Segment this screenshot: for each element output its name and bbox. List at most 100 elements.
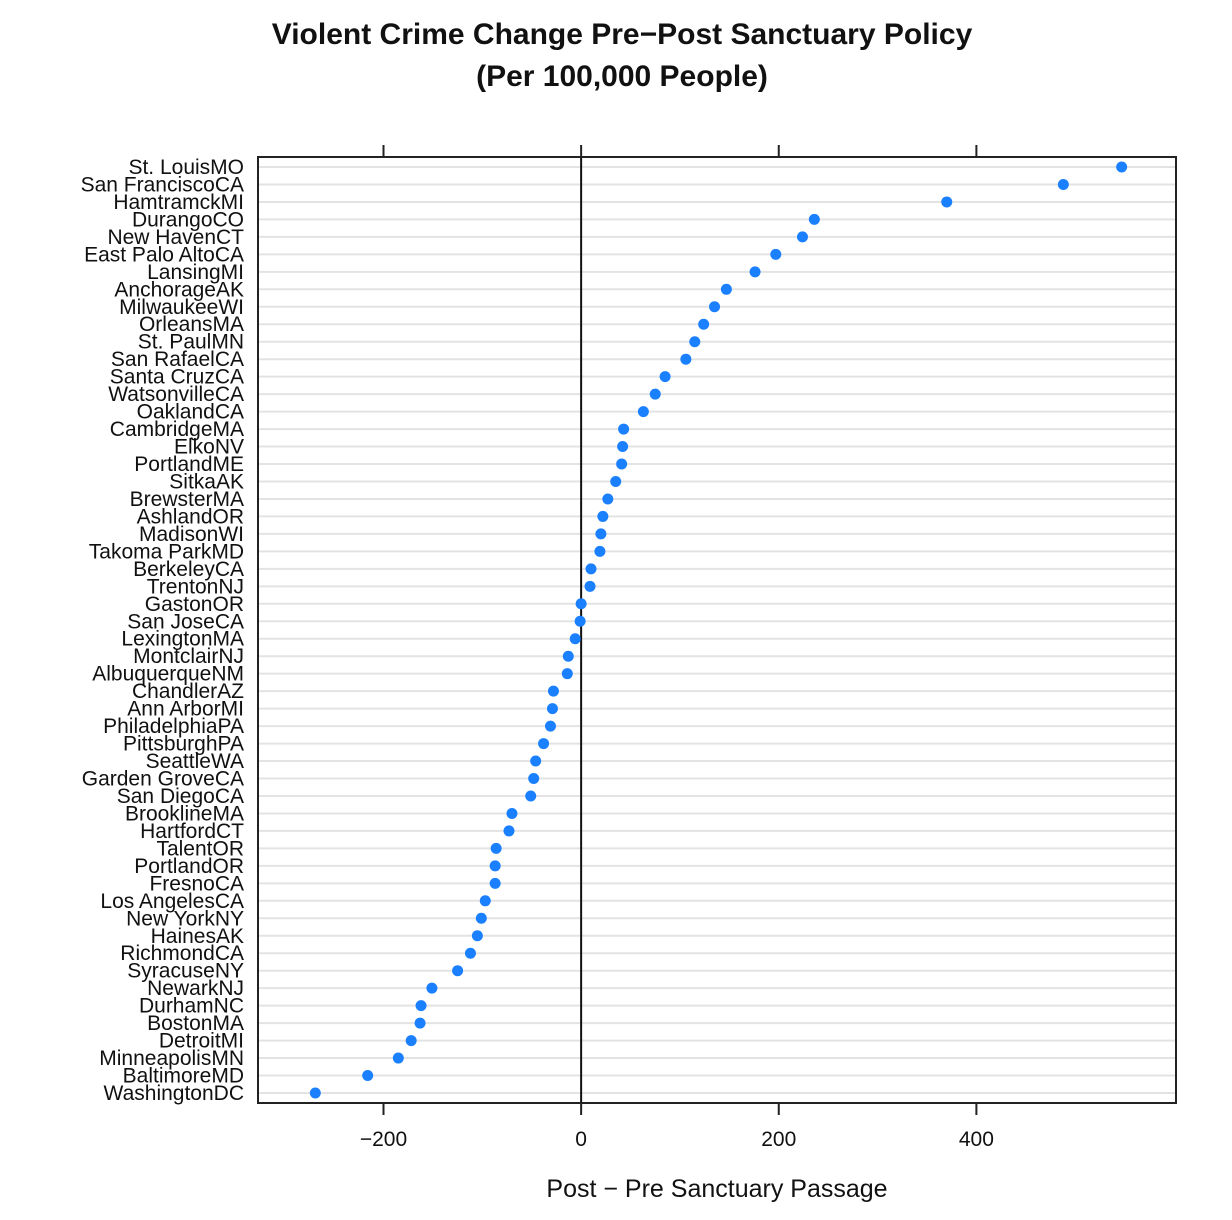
category-label: ChandlerAZ (132, 680, 244, 703)
data-point (616, 458, 628, 470)
category-label: HartfordCT (140, 820, 244, 843)
category-label: NewarkNJ (147, 977, 244, 1000)
category-label: LansingMI (147, 261, 244, 284)
data-point (709, 301, 721, 313)
data-point (720, 283, 732, 295)
category-label: St. PaulMN (138, 331, 244, 354)
category-label: OrleansMA (139, 313, 244, 336)
category-label: SeattleWA (146, 750, 244, 773)
data-point (770, 248, 782, 260)
category-label: OaklandCA (137, 401, 244, 424)
category-label: HainesAK (151, 925, 244, 948)
category-label: CambridgeMA (110, 418, 244, 441)
category-label: St. LouisMO (128, 156, 244, 179)
category-label: PhiladelphiaPA (103, 715, 244, 738)
category-label: WashingtonDC (104, 1082, 244, 1105)
category-label: DurangoCO (132, 208, 244, 231)
data-point (569, 633, 581, 645)
data-point (506, 807, 518, 819)
category-label: PortlandOR (134, 855, 244, 878)
data-point (698, 318, 710, 330)
category-label: AlbuquerqueNM (92, 663, 244, 686)
data-point (1057, 178, 1069, 190)
data-point (490, 842, 502, 854)
category-label: BostonMA (147, 1012, 244, 1035)
data-point (547, 685, 559, 697)
data-point (585, 563, 597, 575)
x-tick-label: 200 (761, 1128, 796, 1151)
category-label: RichmondCA (120, 942, 244, 965)
data-point (309, 1087, 321, 1099)
category-label: San DiegoCA (117, 785, 244, 808)
data-point (597, 510, 609, 522)
data-point (538, 738, 550, 750)
data-point (392, 1052, 404, 1064)
category-label: San JoseCA (127, 610, 244, 633)
data-point (362, 1070, 374, 1082)
x-tick-label: 0 (575, 1128, 587, 1151)
data-point (610, 475, 622, 487)
chart-subtitle: (Per 100,000 People) (476, 60, 768, 93)
category-label: FresnoCA (149, 872, 244, 895)
category-label: MontclairNJ (133, 645, 244, 668)
data-point (464, 947, 476, 959)
data-point (584, 580, 596, 592)
data-point (561, 668, 573, 680)
data-point (405, 1035, 417, 1047)
category-label: MinneapolisMN (99, 1047, 244, 1070)
category-label: PittsburghPA (123, 733, 244, 756)
category-label: BerkeleyCA (133, 558, 244, 581)
data-point (637, 406, 649, 418)
category-label: Takoma ParkMD (89, 540, 244, 563)
category-label: BrooklineMA (125, 802, 244, 825)
data-point (415, 1000, 427, 1012)
data-point (426, 982, 438, 994)
category-label: BaltimoreMD (123, 1065, 244, 1088)
data-point (595, 528, 607, 540)
category-label: ElkoNV (174, 436, 244, 459)
data-point (808, 213, 820, 225)
data-point (618, 423, 630, 435)
category-label: PortlandME (134, 453, 244, 476)
category-label: DetroitMI (159, 1030, 244, 1053)
category-label: San FranciscoCA (81, 173, 244, 196)
x-tick-label: −200 (360, 1128, 407, 1151)
x-axis-label: Post − Pre Sanctuary Passage (546, 1175, 887, 1203)
data-point (489, 860, 501, 872)
category-label: MadisonWI (139, 523, 244, 546)
category-label: New HavenCT (107, 226, 244, 249)
data-point (475, 912, 487, 924)
plot-frame (257, 156, 1177, 1104)
category-label: DurhamNC (139, 995, 244, 1018)
data-point (659, 371, 671, 383)
category-label: Santa CruzCA (110, 366, 244, 389)
category-label: TrentonNJ (147, 575, 244, 598)
data-point (680, 353, 692, 365)
data-point (528, 773, 540, 785)
data-point (796, 231, 808, 243)
category-label: New YorkNY (126, 907, 244, 930)
data-point (562, 650, 574, 662)
data-point (689, 336, 701, 348)
data-point (602, 493, 614, 505)
data-point (525, 790, 537, 802)
data-point (594, 545, 606, 557)
data-point (575, 598, 587, 610)
category-label: San RafaelCA (111, 348, 244, 371)
category-label: TalentOR (156, 837, 244, 860)
data-point (530, 755, 542, 767)
data-point (941, 196, 953, 208)
data-point (1116, 161, 1128, 173)
category-label: SyracuseNY (127, 960, 244, 983)
data-point (471, 930, 483, 942)
category-label: AshlandOR (137, 505, 244, 528)
category-label: MilwaukeeWI (119, 296, 244, 319)
category-label: Los AngelesCA (100, 890, 244, 913)
data-point (544, 720, 556, 732)
data-point (452, 965, 464, 977)
data-point (649, 388, 661, 400)
category-label: AnchorageAK (114, 278, 244, 301)
data-point (479, 895, 491, 907)
category-label: HamtramckMI (113, 191, 244, 214)
